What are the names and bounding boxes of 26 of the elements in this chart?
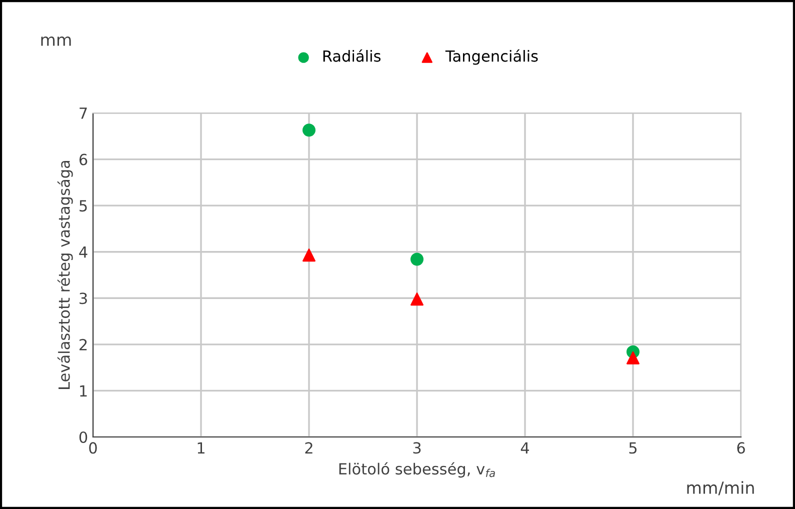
point xyxy=(410,292,424,306)
y-tick-label: 7 xyxy=(80,108,87,119)
legend-label: Radiális xyxy=(323,49,381,62)
x-tick-label: 3 xyxy=(413,442,421,454)
x-tick-label: 2 xyxy=(305,442,312,454)
y-tick-label: 6 xyxy=(79,154,88,166)
point xyxy=(410,252,424,266)
y-tick-label: 3 xyxy=(80,292,87,304)
x-tick-label: 6 xyxy=(737,442,745,454)
legend-label: Tangenciális xyxy=(445,49,538,65)
y-tick-label: 4 xyxy=(79,246,88,258)
y-tick-label: 2 xyxy=(80,338,87,350)
point xyxy=(302,124,316,137)
x-tick-label: 5 xyxy=(629,442,637,454)
y-tick-label: 1 xyxy=(80,385,87,397)
text: mm/min xyxy=(687,481,754,496)
y-axis-title: Leválasztott réteg vastagsága xyxy=(57,160,73,389)
x-tick-label: 0 xyxy=(89,442,97,454)
point xyxy=(626,351,640,364)
y-tick-label: 5 xyxy=(80,200,87,212)
x-tick-label: 4 xyxy=(520,442,530,454)
text: mm xyxy=(41,36,71,46)
x-tick-label: 1 xyxy=(198,442,204,454)
x-axis-title: Elötoló sebesség, v$_{fa}$ xyxy=(339,462,495,478)
y-tick-label: 0 xyxy=(79,431,88,444)
point xyxy=(302,248,316,262)
